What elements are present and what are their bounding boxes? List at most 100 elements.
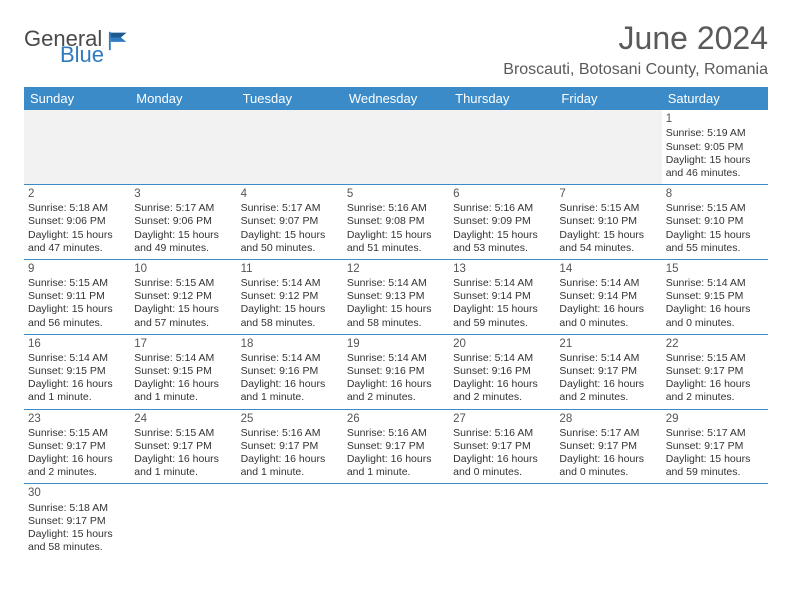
calendar-day-cell: 27Sunrise: 5:16 AMSunset: 9:17 PMDayligh… [449,410,555,485]
sunset-line: Sunset: 9:15 PM [28,365,126,378]
calendar-empty-cell [24,110,130,185]
sunrise-line: Sunrise: 5:15 AM [28,427,126,440]
sunrise-line: Sunrise: 5:14 AM [28,352,126,365]
sunrise-line: Sunrise: 5:14 AM [453,352,551,365]
day-number: 29 [666,412,764,426]
sunrise-line: Sunrise: 5:17 AM [134,202,232,215]
daylight-line: Daylight: 16 hours and 0 minutes. [453,453,551,479]
sunrise-line: Sunrise: 5:16 AM [453,427,551,440]
sunrise-line: Sunrise: 5:15 AM [134,277,232,290]
calendar-day-cell: 23Sunrise: 5:15 AMSunset: 9:17 PMDayligh… [24,410,130,485]
calendar-day-cell: 14Sunrise: 5:14 AMSunset: 9:14 PMDayligh… [555,260,661,335]
calendar-empty-cell [237,110,343,185]
day-number: 22 [666,337,764,351]
header: General Blue June 2024 Broscauti, Botosa… [24,20,768,79]
sunrise-line: Sunrise: 5:15 AM [666,352,764,365]
calendar-day-cell: 6Sunrise: 5:16 AMSunset: 9:09 PMDaylight… [449,185,555,260]
sunrise-line: Sunrise: 5:14 AM [241,352,339,365]
calendar-day-cell: 28Sunrise: 5:17 AMSunset: 9:17 PMDayligh… [555,410,661,485]
day-number: 23 [28,412,126,426]
logo-text-blue: Blue [60,44,104,66]
sunset-line: Sunset: 9:17 PM [241,440,339,453]
weekday-header: Tuesday [237,87,343,110]
calendar-day-cell: 19Sunrise: 5:14 AMSunset: 9:16 PMDayligh… [343,335,449,410]
sunrise-line: Sunrise: 5:17 AM [666,427,764,440]
day-number: 16 [28,337,126,351]
sunset-line: Sunset: 9:17 PM [666,365,764,378]
day-number: 7 [559,187,657,201]
sunset-line: Sunset: 9:17 PM [559,440,657,453]
daylight-line: Daylight: 16 hours and 2 minutes. [453,378,551,404]
day-number: 8 [666,187,764,201]
sunrise-line: Sunrise: 5:15 AM [134,427,232,440]
sunset-line: Sunset: 9:16 PM [347,365,445,378]
weekday-header: Wednesday [343,87,449,110]
sunset-line: Sunset: 9:17 PM [28,440,126,453]
weekday-header: Saturday [662,87,768,110]
day-number: 20 [453,337,551,351]
sunrise-line: Sunrise: 5:15 AM [28,277,126,290]
sunset-line: Sunset: 9:05 PM [666,141,764,154]
daylight-line: Daylight: 15 hours and 58 minutes. [28,528,126,554]
daylight-line: Daylight: 16 hours and 1 minute. [241,378,339,404]
sunrise-line: Sunrise: 5:19 AM [666,127,764,140]
sunset-line: Sunset: 9:11 PM [28,290,126,303]
sunset-line: Sunset: 9:10 PM [559,215,657,228]
sunrise-line: Sunrise: 5:16 AM [347,427,445,440]
weekday-header: Sunday [24,87,130,110]
calendar-day-cell: 24Sunrise: 5:15 AMSunset: 9:17 PMDayligh… [130,410,236,485]
day-number: 28 [559,412,657,426]
daylight-line: Daylight: 16 hours and 1 minute. [28,378,126,404]
weekday-header: Thursday [449,87,555,110]
day-number: 24 [134,412,232,426]
daylight-line: Daylight: 15 hours and 54 minutes. [559,229,657,255]
day-number: 2 [28,187,126,201]
daylight-line: Daylight: 15 hours and 55 minutes. [666,229,764,255]
calendar: SundayMondayTuesdayWednesdayThursdayFrid… [24,87,768,558]
calendar-day-cell: 18Sunrise: 5:14 AMSunset: 9:16 PMDayligh… [237,335,343,410]
title-block: June 2024 Broscauti, Botosani County, Ro… [503,20,768,79]
calendar-empty-cell [449,484,555,558]
daylight-line: Daylight: 15 hours and 50 minutes. [241,229,339,255]
daylight-line: Daylight: 15 hours and 59 minutes. [453,303,551,329]
sunrise-line: Sunrise: 5:16 AM [453,202,551,215]
sunrise-line: Sunrise: 5:14 AM [559,277,657,290]
calendar-day-cell: 12Sunrise: 5:14 AMSunset: 9:13 PMDayligh… [343,260,449,335]
calendar-day-cell: 29Sunrise: 5:17 AMSunset: 9:17 PMDayligh… [662,410,768,485]
calendar-day-cell: 22Sunrise: 5:15 AMSunset: 9:17 PMDayligh… [662,335,768,410]
daylight-line: Daylight: 15 hours and 51 minutes. [347,229,445,255]
calendar-day-cell: 3Sunrise: 5:17 AMSunset: 9:06 PMDaylight… [130,185,236,260]
calendar-day-cell: 25Sunrise: 5:16 AMSunset: 9:17 PMDayligh… [237,410,343,485]
daylight-line: Daylight: 16 hours and 1 minute. [241,453,339,479]
sunrise-line: Sunrise: 5:15 AM [559,202,657,215]
weekday-header: Friday [555,87,661,110]
calendar-day-cell: 13Sunrise: 5:14 AMSunset: 9:14 PMDayligh… [449,260,555,335]
sunset-line: Sunset: 9:12 PM [241,290,339,303]
sunset-line: Sunset: 9:06 PM [134,215,232,228]
sunrise-line: Sunrise: 5:14 AM [347,277,445,290]
daylight-line: Daylight: 15 hours and 59 minutes. [666,453,764,479]
calendar-day-cell: 17Sunrise: 5:14 AMSunset: 9:15 PMDayligh… [130,335,236,410]
calendar-empty-cell [555,484,661,558]
day-number: 18 [241,337,339,351]
daylight-line: Daylight: 16 hours and 2 minutes. [666,378,764,404]
sunset-line: Sunset: 9:12 PM [134,290,232,303]
sunrise-line: Sunrise: 5:15 AM [666,202,764,215]
day-number: 30 [28,486,126,500]
sunrise-line: Sunrise: 5:18 AM [28,202,126,215]
day-number: 14 [559,262,657,276]
day-number: 11 [241,262,339,276]
sunrise-line: Sunrise: 5:17 AM [559,427,657,440]
daylight-line: Daylight: 16 hours and 0 minutes. [559,303,657,329]
calendar-day-cell: 16Sunrise: 5:14 AMSunset: 9:15 PMDayligh… [24,335,130,410]
day-number: 27 [453,412,551,426]
sunset-line: Sunset: 9:17 PM [453,440,551,453]
calendar-day-cell: 9Sunrise: 5:15 AMSunset: 9:11 PMDaylight… [24,260,130,335]
calendar-day-cell: 5Sunrise: 5:16 AMSunset: 9:08 PMDaylight… [343,185,449,260]
calendar-empty-cell [343,110,449,185]
calendar-day-cell: 7Sunrise: 5:15 AMSunset: 9:10 PMDaylight… [555,185,661,260]
sunset-line: Sunset: 9:07 PM [241,215,339,228]
daylight-line: Daylight: 16 hours and 0 minutes. [559,453,657,479]
daylight-line: Daylight: 15 hours and 58 minutes. [241,303,339,329]
daylight-line: Daylight: 16 hours and 2 minutes. [347,378,445,404]
